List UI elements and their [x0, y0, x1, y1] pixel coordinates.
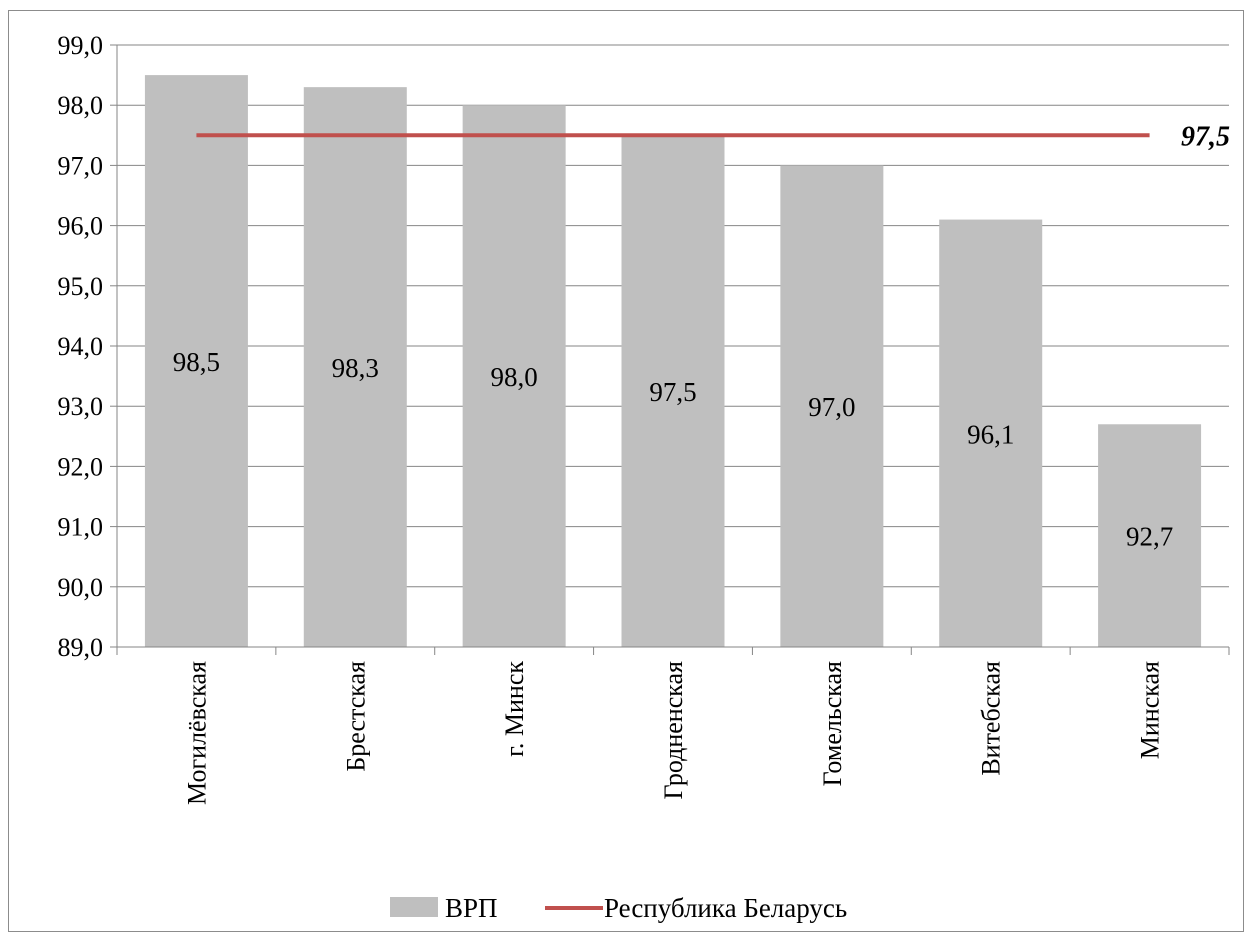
x-axis-tick-label: Гродненская: [659, 661, 688, 800]
legend-swatch-vrp: [390, 897, 438, 917]
y-axis-tick-label: 89,0: [58, 633, 104, 662]
y-axis-tick-labels: 89,0 90,0 91,0 92,0 93,0 94,0 95,0 96,0 97,0 98,0…: [58, 31, 104, 662]
y-axis-tick-label: 90,0: [58, 573, 104, 602]
y-axis-tick-label: 96,0: [58, 212, 104, 241]
y-axis-tick-label: 98,0: [58, 91, 104, 120]
x-axis-tick-labels: Могилёвская Брестская г. Минск Гродненская Г…: [182, 661, 1164, 805]
reference-line-group: 97,5: [196, 121, 1230, 152]
reference-line-value-label: 97,5: [1181, 121, 1230, 152]
y-axis-tick-label: 91,0: [58, 513, 104, 542]
bar: [1098, 424, 1202, 647]
x-axis-tick-label: Минская: [1136, 661, 1165, 759]
bar-value-label: 97,0: [808, 392, 855, 422]
bar: [780, 165, 884, 647]
bar-chart: 89,0 90,0 91,0 92,0 93,0 94,0 95,0 96,0 97,0 98,0…: [58, 31, 1231, 923]
x-axis-tick-label: Брестская: [341, 661, 370, 772]
bar-value-label: 98,0: [491, 362, 538, 392]
bar-value-label: 96,1: [967, 419, 1014, 449]
x-axis-tick-label: Витебская: [977, 661, 1006, 776]
chart-frame: 89,0 90,0 91,0 92,0 93,0 94,0 95,0 96,0 97,0 98,0…: [8, 10, 1244, 932]
x-axis: [116, 45, 1230, 655]
x-axis-tick-label: Могилёвская: [182, 661, 211, 805]
bar-value-label: 98,3: [332, 353, 379, 383]
y-axis-tick-label: 95,0: [58, 272, 104, 301]
y-axis-tick-label: 93,0: [58, 392, 104, 421]
legend: ВРП Республика Беларусь: [390, 893, 847, 923]
x-axis-tick-label: Гомельская: [818, 661, 847, 786]
x-axis-tick-label: г. Минск: [500, 661, 529, 757]
y-axis-tick-label: 94,0: [58, 332, 104, 361]
bar: [303, 87, 407, 647]
y-axis-tick-label: 99,0: [58, 31, 104, 60]
bar-value-label: 98,5: [173, 347, 220, 377]
bar-value-label: 97,5: [649, 377, 696, 407]
bar: [939, 219, 1043, 647]
bar-value-label: 92,7: [1126, 522, 1173, 552]
bar: [621, 135, 725, 648]
legend-label-vrp: ВРП: [445, 893, 498, 923]
bar: [144, 75, 248, 648]
bar-value-labels: 98,5 98,3 98,0 97,5 97,0 96,1 92,7: [173, 347, 1173, 552]
bar: [462, 105, 566, 647]
y-axis-tick-label: 97,0: [58, 151, 104, 180]
y-axis-tick-label: 92,0: [58, 452, 104, 481]
legend-label-republic: Республика Беларусь: [604, 893, 847, 923]
bars: [144, 75, 1202, 648]
